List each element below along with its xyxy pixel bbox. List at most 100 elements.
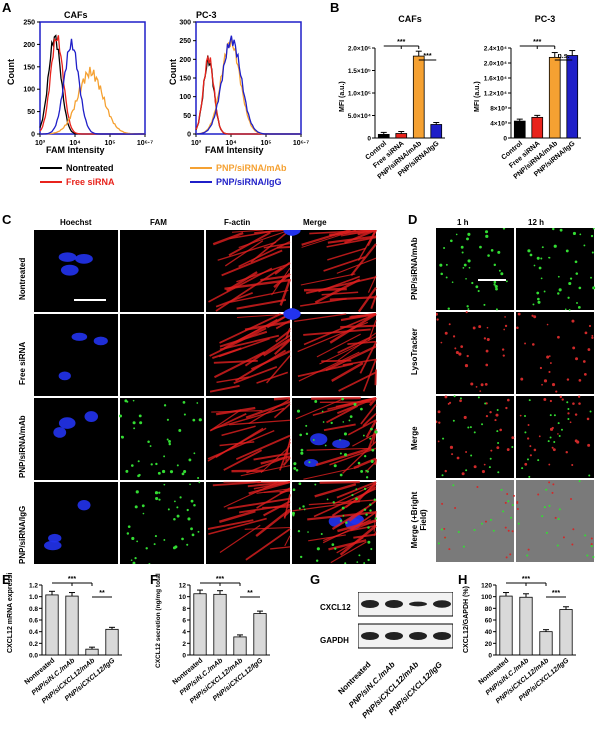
c-image-dot	[326, 498, 329, 501]
c-image-dot	[349, 415, 353, 418]
d-image-dot	[437, 410, 441, 414]
c-image-fiber	[360, 404, 377, 425]
d-image-dot	[543, 398, 547, 401]
c-image-dot	[316, 547, 320, 551]
bar-chart-f: 024681012NontreatedPNP/siN.C./mAbPNP/siC…	[155, 573, 270, 705]
d-dot	[584, 534, 587, 537]
d-image-dot	[507, 398, 510, 402]
b-pc3-ytick-label: 8×10³	[490, 106, 508, 113]
blot-band-cxcl12	[385, 600, 403, 608]
hist-pc3-ytick-label: 200	[179, 57, 191, 64]
d-image-dot	[472, 326, 476, 330]
c-image-fiber	[245, 400, 291, 419]
d-dot	[592, 555, 595, 558]
c-row-igg: PNP/siRNA/IgG	[18, 505, 27, 564]
d-dot	[442, 437, 445, 440]
c-image-fiber	[279, 441, 291, 471]
c-image-dot	[356, 561, 359, 563]
c-image-dot	[119, 414, 123, 418]
c-image-fiber	[208, 517, 267, 535]
c-image-fiber	[271, 267, 291, 296]
c-image-fiber	[323, 423, 356, 432]
d-image-dot	[551, 426, 554, 430]
c-image-fiber	[351, 313, 377, 317]
c-image-dot	[314, 400, 318, 403]
h-bar	[539, 631, 553, 656]
d-image-dot	[527, 249, 531, 253]
d-dot	[524, 415, 527, 418]
e-ytick-label: 0.4	[29, 629, 38, 636]
d-image-dot	[591, 251, 594, 254]
c-image-dot	[367, 540, 371, 544]
d-image-dot	[558, 288, 562, 292]
d-image-dot	[526, 437, 530, 440]
d-image-dot	[583, 244, 586, 247]
c-image-dot	[168, 442, 171, 446]
d-image-dot	[572, 231, 576, 236]
b-pc3-bar	[566, 55, 579, 139]
d-dot	[509, 553, 512, 556]
c-image-nucleus	[93, 336, 108, 346]
blot-band-gapdh	[385, 632, 403, 640]
c-image-bg	[34, 398, 118, 480]
c-image-fiber	[254, 230, 285, 234]
c-image-fiber	[212, 231, 244, 246]
hist-caf-ytick-label: 200	[23, 42, 35, 49]
microscopy-grid-c	[34, 230, 378, 564]
d-image-dot	[505, 406, 508, 410]
d-dot	[543, 506, 546, 509]
d-image-dot	[459, 399, 462, 403]
d-dot	[524, 431, 527, 434]
c-image-fiber	[235, 434, 291, 461]
d-dot	[507, 500, 510, 503]
c-image-fiber	[248, 398, 291, 425]
d-image-dot	[463, 415, 467, 420]
d-dot	[578, 480, 581, 483]
c-image-dot	[138, 473, 141, 477]
h-bar	[499, 595, 513, 656]
c-image-dot	[166, 438, 169, 441]
c-image-dot	[139, 421, 143, 425]
d-image-dot	[485, 234, 489, 238]
c-image-dot	[343, 453, 348, 457]
hist-pc3-xlabel: FAM Intensity	[205, 145, 264, 155]
c-image-dot	[367, 526, 370, 529]
d-dot	[554, 516, 557, 519]
c-image-fiber	[329, 296, 377, 301]
c-image-fiber	[325, 345, 377, 372]
c-image-empty	[120, 314, 204, 396]
c-image-fiber	[339, 524, 377, 556]
c-image-dot	[295, 468, 299, 472]
d-image-dot	[517, 312, 521, 316]
d-dot	[476, 485, 479, 488]
d-image-dot	[486, 338, 490, 342]
d-dot	[549, 414, 552, 417]
western-blot	[358, 592, 453, 649]
hist-caf-xtick-label: 10⁵	[104, 140, 115, 147]
c-image-dot	[158, 498, 161, 501]
c-image-fiber	[323, 256, 366, 272]
d-image-dot	[541, 246, 544, 249]
h-ytick-label: 100	[481, 594, 492, 601]
c-image-dot	[181, 472, 185, 476]
c-row-mab: PNP/siRNA/mAb	[18, 415, 27, 478]
d-image-dot	[452, 335, 456, 338]
d-dot	[462, 545, 465, 548]
d-image-dot	[478, 325, 482, 329]
d-image-dot	[489, 410, 492, 414]
d-image-dot	[485, 363, 489, 367]
histogram-chart: 0 50 100 150 200 250 10³ 10⁴ 10⁵ 10⁶·⁷ 0 50 100 150 20…	[23, 20, 309, 148]
c-image-dot	[126, 532, 130, 535]
c-image-fiber	[219, 524, 261, 553]
panel-letter-c: C	[2, 212, 12, 227]
d-image-dot	[548, 463, 551, 466]
d-image-dot	[467, 232, 471, 236]
c-image-dot	[351, 494, 354, 497]
hist-caf-xtick-label: 10⁶·⁷	[137, 140, 153, 147]
d-image-dot	[543, 379, 548, 383]
d-dot	[528, 475, 531, 478]
b-pc3-ylabel: MFI (a.u.)	[474, 81, 481, 112]
hist-pc3-ytick-label: 0	[187, 132, 191, 139]
e-sig-label: ***	[68, 576, 76, 583]
c-image-dot	[363, 508, 367, 511]
